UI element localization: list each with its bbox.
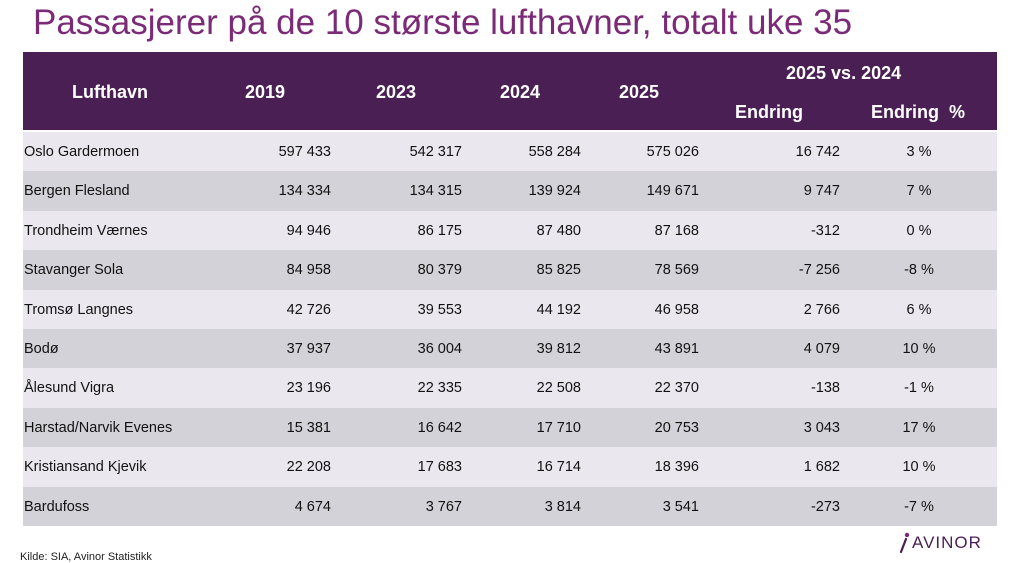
cell-change: 16 742 [795,144,840,160]
table-row: Harstad/Narvik Evenes 15 381 16 642 17 710 2… [23,407,997,448]
cell-2024: 16 714 [536,459,581,476]
header-2024: 2024 [500,82,541,102]
cell-airport: Stavanger Sola [24,262,124,279]
cell-2019: 15 381 [286,419,331,436]
table-row: Trondheim Værnes 94 946 86 175 87 480 87 168… [23,210,997,251]
cell-change: 3 043 [803,419,840,436]
cell-change-pct: 7 % [906,183,932,200]
cell-2024: 22 508 [536,380,581,397]
cell-2025: 46 958 [654,301,699,318]
cell-change: -312 [810,222,840,239]
cell-change-pct: -8 % [904,262,934,279]
cell-change: 2 766 [803,301,840,318]
header-comparison: 2025 vs. 2024 [786,63,902,83]
passenger-table: Lufthavn 2019 2023 2024 2025 2025 vs. 20… [23,52,997,526]
cell-2023: 3 767 [425,498,462,515]
cell-2024: 85 825 [536,262,581,279]
cell-2024: 139 924 [528,183,581,200]
cell-change: -273 [810,498,840,515]
header-change-pct: Endring % [871,102,965,122]
cell-2024: 17 710 [536,419,581,436]
cell-2024: 87 480 [536,222,581,239]
header-airport: Lufthavn [72,82,148,102]
cell-2025: 20 753 [654,419,699,436]
cell-2023: 22 335 [417,380,462,397]
cell-2019: 22 208 [286,459,331,476]
cell-change: 9 747 [803,183,840,200]
cell-change: -7 256 [798,262,840,279]
cell-2023: 36 004 [417,340,462,357]
cell-2019: 94 946 [286,222,331,239]
cell-2023: 542 317 [409,144,462,160]
cell-change: 1 682 [803,459,840,476]
cell-2024: 558 284 [528,144,581,160]
cell-2024: 3 814 [544,498,581,515]
cell-airport: Ålesund Vigra [24,380,115,397]
cell-2019: 37 937 [286,340,331,357]
table-row: Ålesund Vigra 23 196 22 335 22 508 22 370 -13… [23,368,997,408]
cell-change-pct: 0 % [906,222,932,239]
table-row: Oslo Gardermoen 597 433 542 317 558 284 575 … [23,132,997,172]
header-2019: 2019 [245,82,286,102]
cell-airport: Harstad/Narvik Evenes [24,419,173,436]
header-2025: 2025 [619,82,660,102]
cell-change-pct: 6 % [906,301,932,318]
avinor-logo-icon [899,532,910,554]
table-row: Bodø 37 937 36 004 39 812 43 891 4 079 10 % [23,328,997,369]
cell-2025: 3 541 [662,498,699,515]
cell-2023: 134 315 [409,183,462,200]
cell-airport: Bardufoss [24,498,90,515]
cell-airport: Tromsø Langnes [24,301,134,318]
logo-text: AVINOR [912,533,982,552]
cell-2019: 23 196 [286,380,331,397]
cell-airport: Oslo Gardermoen [24,144,140,160]
cell-2019: 134 334 [278,183,331,200]
header-change: Endring [735,102,803,122]
cell-2025: 22 370 [654,380,699,397]
page-title: Passasjerer på de 10 største lufthavner,… [33,3,853,42]
cell-2025: 149 671 [646,183,699,200]
table-body: Oslo Gardermoen 597 433 542 317 558 284 575 … [23,132,997,526]
cell-2019: 84 958 [286,262,331,279]
cell-2023: 86 175 [417,222,462,239]
cell-2023: 39 553 [417,301,462,318]
cell-2023: 16 642 [417,419,462,436]
table-row: Tromsø Langnes 42 726 39 553 44 192 46 958 2 … [23,289,997,329]
cell-2024: 39 812 [536,340,581,357]
cell-airport: Kristiansand Kjevik [24,459,147,476]
cell-2025: 575 026 [646,144,699,160]
cell-change-pct: 17 % [902,419,936,436]
cell-change: -138 [810,380,840,397]
table-row: Bardufoss 4 674 3 767 3 814 3 541 -273 -7 % [23,486,997,526]
cell-change-pct: 3 % [906,144,932,160]
table-row: Stavanger Sola 84 958 80 379 85 825 78 569 -7… [23,250,997,290]
cell-2019: 42 726 [286,301,331,318]
cell-change-pct: -1 % [904,380,934,397]
cell-2024: 44 192 [536,301,581,318]
cell-2025: 18 396 [654,459,699,476]
cell-airport: Trondheim Værnes [24,222,148,239]
cell-change: 4 079 [803,340,840,357]
table-header: Lufthavn 2019 2023 2024 2025 2025 vs. 20… [23,52,997,130]
header-2023: 2023 [376,82,417,102]
cell-2019: 4 674 [294,498,331,515]
table-row: Bergen Flesland 134 334 134 315 139 924 149 … [23,171,997,211]
cell-2023: 80 379 [417,262,462,279]
cell-2019: 597 433 [278,144,331,160]
table-row: Kristiansand Kjevik 22 208 17 683 16 714 18 … [23,447,997,487]
cell-2025: 43 891 [654,340,699,357]
cell-2025: 87 168 [654,222,699,239]
cell-2023: 17 683 [417,459,462,476]
cell-2025: 78 569 [654,262,699,279]
cell-airport: Bergen Flesland [24,183,130,200]
cell-airport: Bodø [24,340,59,357]
cell-change-pct: 10 % [902,459,936,476]
cell-change-pct: 10 % [902,340,936,357]
source-note: Kilde: SIA, Avinor Statistikk [20,551,152,563]
cell-change-pct: -7 % [904,498,934,515]
avinor-logo: AVINOR [898,531,982,555]
